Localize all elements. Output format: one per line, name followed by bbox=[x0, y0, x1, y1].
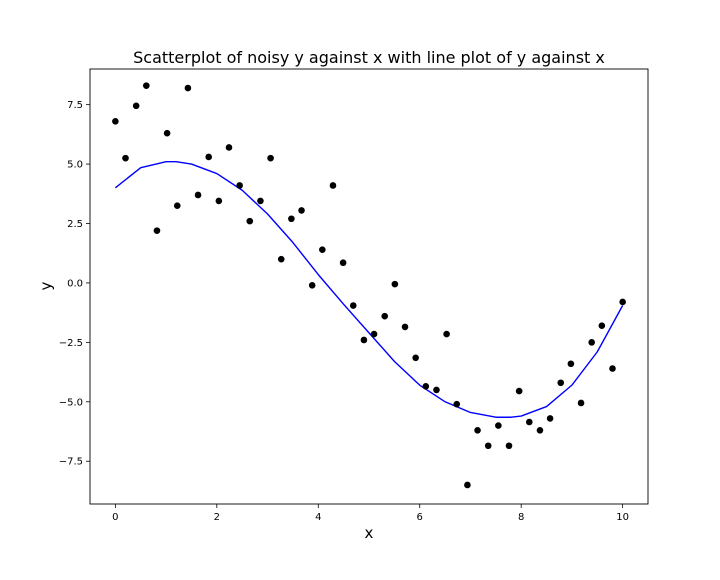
scatter-point bbox=[163, 129, 171, 137]
scatter-point bbox=[588, 339, 595, 346]
scatter-point bbox=[143, 82, 150, 89]
scatter-point bbox=[267, 154, 274, 162]
scatter-point bbox=[484, 442, 492, 450]
scatter-point bbox=[495, 422, 502, 429]
scatter-point bbox=[194, 191, 202, 199]
scatter-point bbox=[422, 383, 430, 390]
scatter-point bbox=[339, 259, 347, 267]
y-tick-label: −7.5 bbox=[59, 457, 83, 468]
scatter-point bbox=[619, 298, 626, 306]
scatter-point bbox=[236, 182, 243, 189]
scatter-point bbox=[546, 415, 554, 422]
y-tick-label: −2.5 bbox=[59, 338, 83, 349]
scatter-point bbox=[567, 360, 575, 368]
y-tick-label: 2.5 bbox=[67, 219, 83, 230]
scatter-point bbox=[557, 379, 565, 387]
scatter-point bbox=[112, 118, 119, 125]
x-tick-label: 0 bbox=[112, 512, 118, 523]
scatter-point bbox=[132, 102, 140, 110]
scatter-point bbox=[349, 302, 357, 309]
scatter-point bbox=[370, 330, 378, 338]
chart-title: Scatterplot of noisy y against x with li… bbox=[133, 48, 605, 67]
scatter-point bbox=[515, 387, 523, 395]
scatter-point bbox=[401, 323, 409, 331]
y-axis: −7.5 −5.0 −2.5 0.0 2.5 5.0 7.5 bbox=[59, 100, 90, 468]
scatter-point bbox=[205, 153, 212, 161]
scatter-point bbox=[246, 217, 254, 225]
scatter-point bbox=[412, 354, 419, 362]
scatter-point bbox=[298, 207, 305, 214]
x-tick-label: 4 bbox=[315, 512, 321, 523]
y-tick-label: 0.0 bbox=[67, 278, 83, 289]
scatter-point bbox=[257, 197, 264, 205]
scatter-point bbox=[609, 365, 616, 372]
y-axis-label: y bbox=[37, 281, 55, 290]
scatter-point bbox=[319, 246, 326, 253]
scatter-point bbox=[391, 280, 399, 288]
scatter-point bbox=[526, 418, 533, 426]
scatter-point bbox=[464, 481, 471, 489]
scatter-point bbox=[443, 330, 450, 338]
y-tick-label: 7.5 bbox=[67, 100, 83, 111]
plot-frame bbox=[89, 68, 649, 505]
scatter-point bbox=[360, 336, 368, 344]
scatter-point bbox=[308, 282, 316, 289]
scatter-point bbox=[536, 427, 544, 434]
scatter-point bbox=[215, 197, 223, 205]
y-tick-label: −5.0 bbox=[59, 397, 83, 408]
x-tick-label: 6 bbox=[417, 512, 423, 523]
scatter-point bbox=[577, 399, 585, 407]
x-tick-label: 8 bbox=[518, 512, 524, 523]
scatter-point bbox=[453, 400, 461, 408]
scatter-point bbox=[173, 202, 181, 209]
scatter-point bbox=[184, 84, 192, 92]
scatter-point bbox=[474, 427, 481, 434]
scatter-point bbox=[381, 312, 389, 320]
x-tick-label: 2 bbox=[214, 512, 220, 523]
y-tick-label: 5.0 bbox=[67, 160, 83, 171]
scatter-point bbox=[122, 154, 129, 162]
scatter-point bbox=[225, 144, 233, 151]
series-layer bbox=[112, 82, 626, 489]
line-series bbox=[114, 161, 624, 418]
scatter-point bbox=[598, 322, 606, 330]
x-tick-label: 10 bbox=[616, 512, 629, 523]
scatter-point bbox=[288, 215, 295, 223]
scatter-point bbox=[433, 386, 440, 394]
scatter-point bbox=[153, 227, 161, 234]
x-axis-label: x bbox=[365, 524, 374, 542]
scatter-point bbox=[505, 442, 513, 450]
x-axis: 0 2 4 6 8 10 bbox=[112, 504, 629, 523]
scatter-point bbox=[277, 255, 285, 263]
scatter-point bbox=[329, 182, 337, 189]
